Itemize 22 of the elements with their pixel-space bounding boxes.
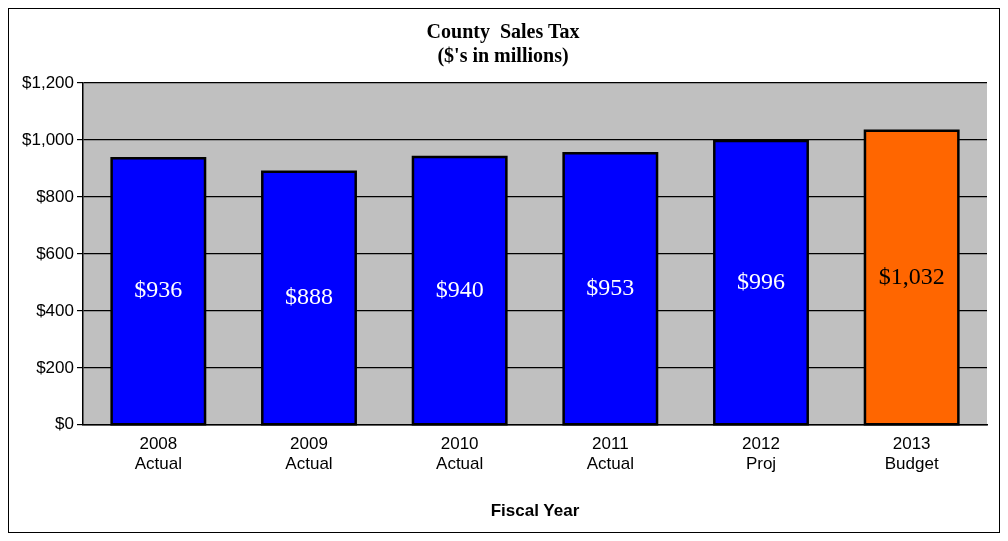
y-tick-label: $600	[36, 243, 74, 263]
data-label: $1,032	[878, 262, 945, 289]
data-label: $996	[737, 267, 785, 294]
y-tick-label: $1,200	[22, 72, 74, 92]
y-tick-label: $800	[36, 186, 74, 206]
data-label: $940	[435, 275, 484, 302]
y-tick-label: $0	[55, 414, 74, 434]
x-tick-label: 2013 Budget	[884, 433, 939, 474]
x-tick-label: 2009 Actual	[285, 433, 333, 474]
x-tick-label: 2010 Actual	[436, 433, 484, 474]
y-tick-label: $400	[36, 300, 74, 320]
y-tick-label: $200	[36, 357, 74, 377]
y-tick-label: $1,000	[22, 129, 74, 149]
x-tick-label: 2008 Actual	[134, 433, 182, 474]
x-tick-label: 2011 Actual	[586, 433, 634, 474]
data-label: $953	[586, 274, 635, 301]
text: County Sales Tax	[426, 20, 580, 43]
data-label: $888	[285, 283, 333, 310]
data-label: $936	[134, 276, 183, 303]
x-axis-title: Fiscal Year	[490, 501, 580, 521]
text: ($'s in millions)	[437, 44, 569, 67]
x-tick-label: 2012 Proj	[742, 433, 780, 474]
